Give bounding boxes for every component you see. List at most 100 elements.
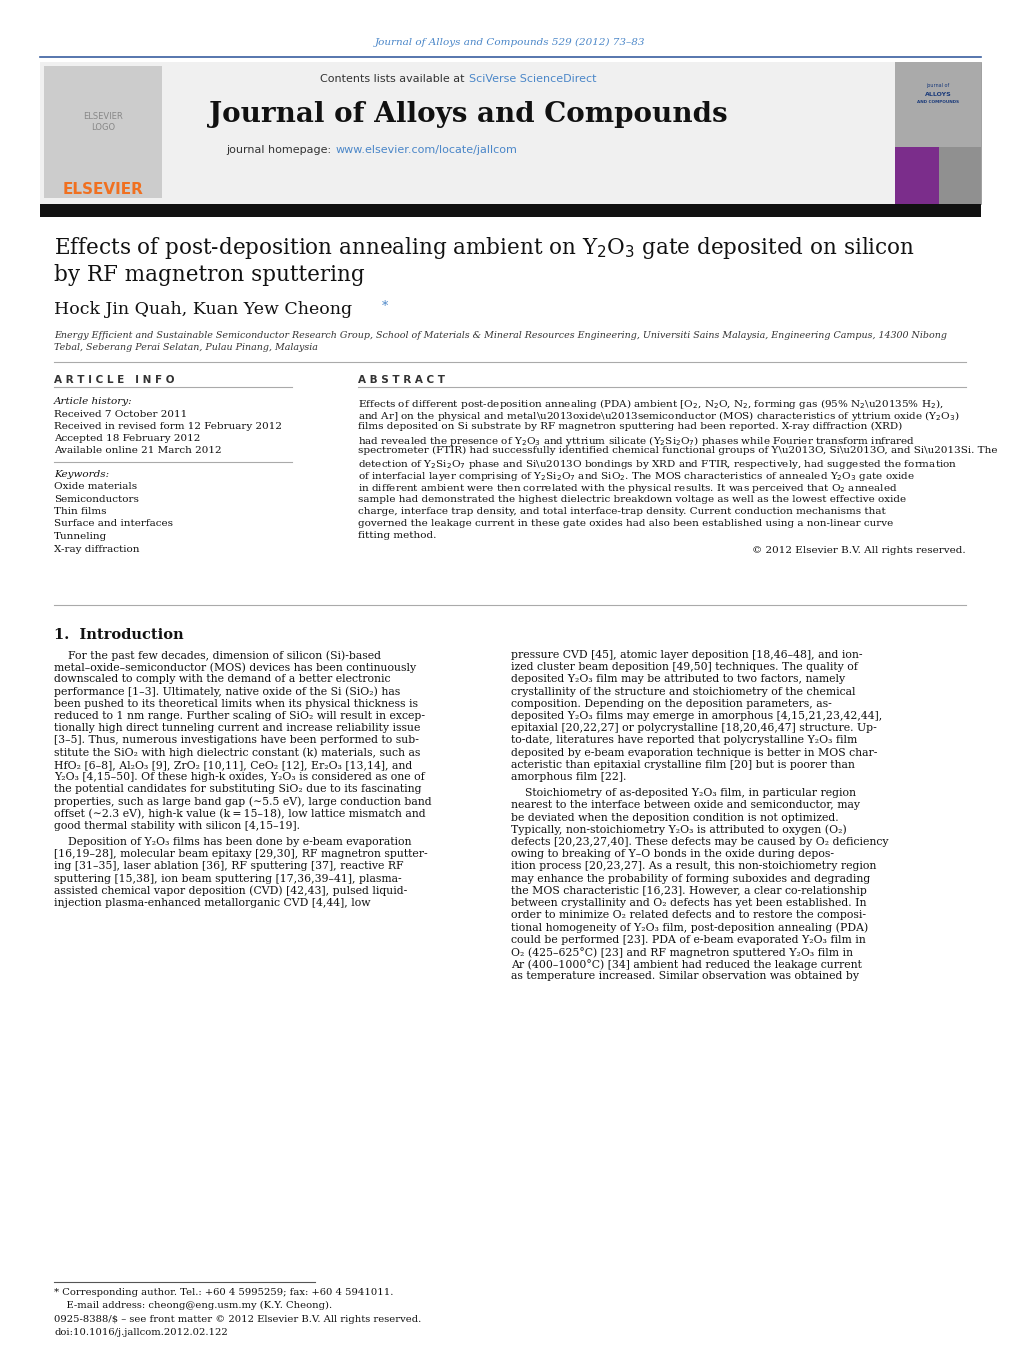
Text: amorphous film [22].: amorphous film [22].	[510, 771, 626, 782]
Text: defects [20,23,27,40]. These defects may be caused by O₂ deficiency: defects [20,23,27,40]. These defects may…	[510, 838, 888, 847]
Text: as temperature increased. Similar observation was obtained by: as temperature increased. Similar observ…	[510, 971, 859, 981]
Text: For the past few decades, dimension of silicon (Si)-based: For the past few decades, dimension of s…	[54, 650, 381, 661]
Text: Tebal, Seberang Perai Selatan, Pulau Pinang, Malaysia: Tebal, Seberang Perai Selatan, Pulau Pin…	[54, 343, 318, 353]
Text: Received 7 October 2011: Received 7 October 2011	[54, 409, 187, 419]
Text: © 2012 Elsevier B.V. All rights reserved.: © 2012 Elsevier B.V. All rights reserved…	[752, 546, 966, 555]
Text: governed the leakage current in these gate oxides had also been established usin: governed the leakage current in these ga…	[358, 519, 893, 528]
Text: [16,19–28], molecular beam epitaxy [29,30], RF magnetron sputter-: [16,19–28], molecular beam epitaxy [29,3…	[54, 850, 428, 859]
FancyBboxPatch shape	[939, 147, 981, 204]
Text: to-date, literatures have reported that polycrystalline Y₂O₃ film: to-date, literatures have reported that …	[510, 735, 858, 746]
Text: Thin films: Thin films	[54, 507, 106, 516]
Text: Semiconductors: Semiconductors	[54, 494, 139, 504]
Text: films deposited on Si substrate by RF magnetron sputtering had been reported. X-: films deposited on Si substrate by RF ma…	[358, 422, 903, 431]
Text: A B S T R A C T: A B S T R A C T	[358, 376, 445, 385]
FancyBboxPatch shape	[895, 62, 981, 204]
Text: owing to breaking of Y–O bonds in the oxide during depos-: owing to breaking of Y–O bonds in the ox…	[510, 850, 834, 859]
Text: nearest to the interface between oxide and semiconductor, may: nearest to the interface between oxide a…	[510, 800, 860, 811]
Text: Ar (400–1000°C) [34] ambient had reduced the leakage current: Ar (400–1000°C) [34] ambient had reduced…	[510, 959, 862, 970]
Text: Accepted 18 February 2012: Accepted 18 February 2012	[54, 434, 200, 443]
Text: been pushed to its theoretical limits when its physical thickness is: been pushed to its theoretical limits wh…	[54, 698, 418, 709]
Text: stitute the SiO₂ with high dielectric constant (k) materials, such as: stitute the SiO₂ with high dielectric co…	[54, 747, 421, 758]
Text: Received in revised form 12 February 2012: Received in revised form 12 February 201…	[54, 422, 282, 431]
Text: acteristic than epitaxial crystalline film [20] but is poorer than: acteristic than epitaxial crystalline fi…	[510, 759, 855, 770]
Text: deposited by e-beam evaporation technique is better in MOS char-: deposited by e-beam evaporation techniqu…	[510, 747, 877, 758]
Text: order to minimize O₂ related defects and to restore the composi-: order to minimize O₂ related defects and…	[510, 911, 866, 920]
Text: SciVerse ScienceDirect: SciVerse ScienceDirect	[469, 74, 596, 84]
Text: Typically, non-stoichiometry Y₂O₃ is attributed to oxygen (O₂): Typically, non-stoichiometry Y₂O₃ is att…	[510, 825, 846, 835]
Text: in different ambient were then correlated with the physical results. It was perc: in different ambient were then correlate…	[358, 482, 897, 496]
Text: Keywords:: Keywords:	[54, 470, 109, 480]
Text: between crystallinity and O₂ defects has yet been established. In: between crystallinity and O₂ defects has…	[510, 898, 867, 908]
Text: ALLOYS: ALLOYS	[925, 92, 952, 96]
Text: deposited Y₂O₃ films may emerge in amorphous [4,15,21,23,42,44],: deposited Y₂O₃ films may emerge in amorp…	[510, 711, 882, 721]
Text: may enhance the probability of forming suboxides and degrading: may enhance the probability of forming s…	[510, 874, 870, 884]
Text: reduced to 1 nm range. Further scaling of SiO₂ will result in excep-: reduced to 1 nm range. Further scaling o…	[54, 711, 425, 721]
Text: tionally high direct tunneling current and increase reliability issue: tionally high direct tunneling current a…	[54, 723, 421, 734]
Text: Contents lists available at: Contents lists available at	[320, 74, 468, 84]
Text: 1.  Introduction: 1. Introduction	[54, 628, 184, 642]
Text: X-ray diffraction: X-ray diffraction	[54, 544, 140, 554]
Text: metal–oxide–semiconductor (MOS) devices has been continuously: metal–oxide–semiconductor (MOS) devices …	[54, 662, 417, 673]
Text: Article history:: Article history:	[54, 397, 133, 407]
Text: Surface and interfaces: Surface and interfaces	[54, 520, 173, 528]
Text: be deviated when the deposition condition is not optimized.: be deviated when the deposition conditio…	[510, 812, 838, 823]
Text: * Corresponding author. Tel.: +60 4 5995259; fax: +60 4 5941011.: * Corresponding author. Tel.: +60 4 5995…	[54, 1288, 393, 1297]
Text: O₂ (425–625°C) [23] and RF magnetron sputtered Y₂O₃ film in: O₂ (425–625°C) [23] and RF magnetron spu…	[510, 947, 853, 958]
Text: [3–5]. Thus, numerous investigations have been performed to sub-: [3–5]. Thus, numerous investigations hav…	[54, 735, 419, 746]
Text: A R T I C L E   I N F O: A R T I C L E I N F O	[54, 376, 175, 385]
Text: properties, such as large band gap (∼5.5 eV), large conduction band: properties, such as large band gap (∼5.5…	[54, 796, 432, 807]
Text: fitting method.: fitting method.	[358, 531, 436, 540]
FancyBboxPatch shape	[895, 62, 981, 147]
Text: 0925-8388/$ – see front matter © 2012 Elsevier B.V. All rights reserved.: 0925-8388/$ – see front matter © 2012 El…	[54, 1315, 422, 1324]
Text: pressure CVD [45], atomic layer deposition [18,46–48], and ion-: pressure CVD [45], atomic layer depositi…	[510, 650, 863, 661]
Text: deposited Y₂O₃ film may be attributed to two factors, namely: deposited Y₂O₃ film may be attributed to…	[510, 674, 845, 685]
Text: doi:10.1016/j.jallcom.2012.02.122: doi:10.1016/j.jallcom.2012.02.122	[54, 1328, 228, 1337]
Text: spectrometer (FTIR) had successfully identified chemical functional groups of Y\: spectrometer (FTIR) had successfully ide…	[358, 446, 998, 455]
Text: journal homepage:: journal homepage:	[227, 145, 335, 155]
FancyBboxPatch shape	[895, 147, 939, 204]
Text: good thermal stability with silicon [4,15–19].: good thermal stability with silicon [4,1…	[54, 821, 300, 831]
Text: Journal of Alloys and Compounds: Journal of Alloys and Compounds	[208, 101, 727, 128]
Text: Tunneling: Tunneling	[54, 532, 107, 540]
Text: composition. Depending on the deposition parameters, as-: composition. Depending on the deposition…	[510, 698, 832, 709]
Text: sputtering [15,38], ion beam sputtering [17,36,39–41], plasma-: sputtering [15,38], ion beam sputtering …	[54, 874, 401, 884]
Text: ELSEVIER: ELSEVIER	[62, 181, 143, 196]
Text: Energy Efficient and Sustainable Semiconductor Research Group, School of Materia: Energy Efficient and Sustainable Semicon…	[54, 331, 947, 340]
Text: E-mail address: cheong@eng.usm.my (K.Y. Cheong).: E-mail address: cheong@eng.usm.my (K.Y. …	[54, 1301, 332, 1310]
Text: crystallinity of the structure and stoichiometry of the chemical: crystallinity of the structure and stoic…	[510, 686, 856, 697]
Text: ized cluster beam deposition [49,50] techniques. The quality of: ized cluster beam deposition [49,50] tec…	[510, 662, 858, 673]
Text: www.elsevier.com/locate/jallcom: www.elsevier.com/locate/jallcom	[336, 145, 518, 155]
Text: ing [31–35], laser ablation [36], RF sputtering [37], reactive RF: ing [31–35], laser ablation [36], RF spu…	[54, 862, 403, 871]
Text: HfO₂ [6–8], Al₂O₃ [9], ZrO₂ [10,11], CeO₂ [12], Er₂O₃ [13,14], and: HfO₂ [6–8], Al₂O₃ [9], ZrO₂ [10,11], CeO…	[54, 759, 412, 770]
Text: ition process [20,23,27]. As a result, this non-stoichiometry region: ition process [20,23,27]. As a result, t…	[510, 862, 876, 871]
Text: tional homogeneity of Y₂O₃ film, post-deposition annealing (PDA): tional homogeneity of Y₂O₃ film, post-de…	[510, 923, 868, 934]
FancyBboxPatch shape	[44, 66, 162, 199]
Text: charge, interface trap density, and total interface-trap density. Current conduc: charge, interface trap density, and tota…	[358, 507, 886, 516]
Text: assisted chemical vapor deposition (CVD) [42,43], pulsed liquid-: assisted chemical vapor deposition (CVD)…	[54, 886, 407, 896]
Text: Oxide materials: Oxide materials	[54, 482, 137, 490]
Text: Y₂O₃ [4,15–50]. Of these high-k oxides, Y₂O₃ is considered as one of: Y₂O₃ [4,15–50]. Of these high-k oxides, …	[54, 771, 425, 782]
Text: AND COMPOUNDS: AND COMPOUNDS	[917, 100, 959, 104]
Text: the potential candidates for substituting SiO₂ due to its fascinating: the potential candidates for substitutin…	[54, 784, 422, 794]
Text: by RF magnetron sputtering: by RF magnetron sputtering	[54, 263, 364, 286]
Text: Journal of Alloys and Compounds 529 (2012) 73–83: Journal of Alloys and Compounds 529 (201…	[375, 38, 645, 46]
Text: offset (∼2.3 eV), high-k value (k = 15–18), low lattice mismatch and: offset (∼2.3 eV), high-k value (k = 15–1…	[54, 809, 426, 819]
Text: of interfacial layer comprising of Y$_2$Si$_2$O$_7$ and SiO$_2$. The MOS charact: of interfacial layer comprising of Y$_2$…	[358, 470, 915, 484]
Text: Available online 21 March 2012: Available online 21 March 2012	[54, 446, 222, 455]
Text: and Ar] on the physical and metal\u2013oxide\u2013semiconductor (MOS) characteri: and Ar] on the physical and metal\u2013o…	[358, 409, 960, 423]
Text: sample had demonstrated the highest dielectric breakdown voltage as well as the : sample had demonstrated the highest diel…	[358, 494, 906, 504]
Text: Effects of post-deposition annealing ambient on Y$_2$O$_3$ gate deposited on sil: Effects of post-deposition annealing amb…	[54, 235, 915, 261]
Text: performance [1–3]. Ultimately, native oxide of the Si (SiO₂) has: performance [1–3]. Ultimately, native ox…	[54, 686, 400, 697]
Text: injection plasma-enhanced metallorganic CVD [4,44], low: injection plasma-enhanced metallorganic …	[54, 898, 371, 908]
Text: downscaled to comply with the demand of a better electronic: downscaled to comply with the demand of …	[54, 674, 390, 685]
Text: *: *	[382, 300, 388, 313]
Text: detection of Y$_2$Si$_2$O$_7$ phase and Si\u2013O bondings by XRD and FTIR, resp: detection of Y$_2$Si$_2$O$_7$ phase and …	[358, 458, 958, 471]
Text: had revealed the presence of Y$_2$O$_3$ and yttrium silicate (Y$_2$Si$_2$O$_7$) : had revealed the presence of Y$_2$O$_3$ …	[358, 434, 915, 447]
FancyBboxPatch shape	[40, 62, 895, 204]
Text: Hock Jin Quah, Kuan Yew Cheong: Hock Jin Quah, Kuan Yew Cheong	[54, 301, 352, 319]
Text: could be performed [23]. PDA of e-beam evaporated Y₂O₃ film in: could be performed [23]. PDA of e-beam e…	[510, 935, 866, 944]
Text: Effects of different post-deposition annealing (PDA) ambient [O$_2$, N$_2$O, N$_: Effects of different post-deposition ann…	[358, 397, 943, 411]
Text: Deposition of Y₂O₃ films has been done by e-beam evaporation: Deposition of Y₂O₃ films has been done b…	[54, 838, 411, 847]
Text: the MOS characteristic [16,23]. However, a clear co-relationship: the MOS characteristic [16,23]. However,…	[510, 886, 867, 896]
Text: ELSEVIER
LOGO: ELSEVIER LOGO	[83, 112, 123, 131]
